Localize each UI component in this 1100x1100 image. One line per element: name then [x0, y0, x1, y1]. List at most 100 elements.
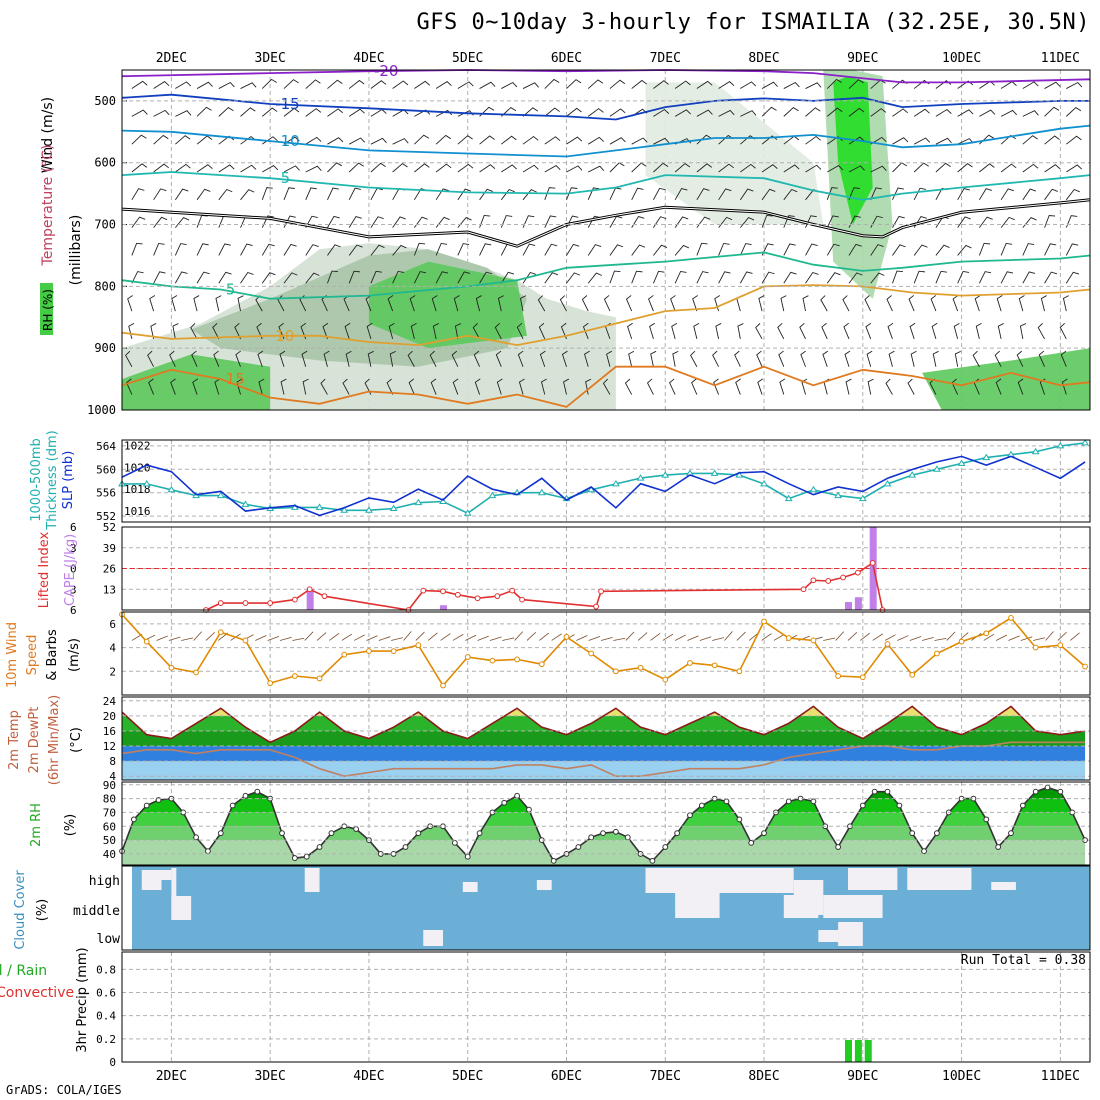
rh-point	[451, 839, 458, 846]
wind-barb	[739, 271, 753, 284]
wind-barb	[609, 244, 624, 256]
wind-barb	[414, 109, 431, 117]
rh-point	[353, 826, 359, 832]
thickness-point	[957, 459, 966, 466]
y-tick-label-right: 1018	[124, 483, 151, 496]
wind-barb	[1044, 164, 1061, 173]
lifted-index-point	[854, 569, 861, 576]
wind-barb	[935, 162, 951, 173]
thickness-line	[122, 442, 1086, 515]
date-label-top: 8DEC	[748, 51, 779, 66]
wind-barb	[783, 271, 797, 284]
wind-barb	[609, 215, 623, 228]
y-tick-label: 500	[94, 94, 116, 108]
axis-label: (°C)	[69, 727, 84, 753]
cloud-block	[783, 895, 819, 918]
date-label-bottom: 4DEC	[353, 1069, 384, 1084]
temp-contour	[121, 284, 1091, 347]
wind-barb	[935, 244, 950, 256]
rh-point	[612, 828, 619, 835]
wind-barb	[348, 108, 365, 117]
wind-barb	[826, 243, 840, 256]
wind-speed-point	[588, 650, 595, 657]
wind-barb	[415, 631, 425, 641]
wind-speed-point	[958, 638, 965, 645]
y-tick-label: 4	[109, 642, 116, 655]
wind-barb	[783, 81, 800, 89]
wind-speed-point	[884, 641, 891, 647]
wind-barb	[234, 322, 241, 340]
wind-barb	[740, 110, 757, 117]
cloud-block	[161, 870, 172, 880]
y-tick-label-right: 52	[103, 521, 116, 534]
wind-barb	[283, 136, 300, 145]
wind-barb	[305, 215, 318, 228]
lifted-index-point	[598, 588, 604, 595]
wind-barb	[520, 295, 527, 312]
wind-barb	[983, 633, 995, 641]
wind-barb	[497, 295, 504, 312]
axis-label: Lifted Index	[37, 531, 52, 608]
wind-barb	[631, 216, 645, 228]
wind-barb	[191, 350, 198, 367]
rh-blob	[645, 82, 824, 225]
wind-barb	[348, 270, 360, 284]
wind-barb	[435, 216, 450, 228]
wind-barb	[366, 322, 373, 340]
rh-point	[402, 844, 409, 850]
cloud-block	[838, 922, 863, 946]
wind-barb	[501, 164, 517, 173]
wind-barb	[761, 81, 778, 89]
rh-point	[785, 798, 792, 805]
wind-barb	[674, 634, 686, 641]
wind-barb	[283, 272, 298, 284]
lifted-index-point	[440, 588, 446, 595]
wind-barb	[370, 216, 384, 228]
y-tick-label: 40	[103, 848, 116, 861]
wind-barb	[734, 350, 741, 367]
cloud-block	[141, 870, 162, 890]
wind-barb	[489, 636, 502, 641]
wind-barb	[631, 137, 648, 145]
wind-barb	[1022, 271, 1036, 284]
temp-band	[122, 706, 1086, 716]
wind-barb	[427, 632, 438, 641]
wind-barb	[457, 271, 471, 284]
wind-barb	[1022, 135, 1038, 145]
wind-barb	[431, 295, 438, 312]
y-tick-label: 1000	[87, 403, 116, 417]
date-label-top: 11DEC	[1041, 51, 1080, 66]
wind-speed-point	[168, 664, 175, 671]
wind-barb	[930, 295, 937, 312]
wind-barb	[566, 107, 582, 117]
wind-barb	[780, 295, 787, 312]
wind-barb	[718, 242, 730, 256]
wind-barb	[218, 164, 235, 173]
wind-barb	[693, 323, 700, 340]
wind-speed-point	[711, 662, 718, 669]
date-label-bottom: 10DEC	[942, 1069, 981, 1084]
wind-barb	[345, 350, 352, 367]
wind-barb	[995, 634, 1008, 641]
wind-barb	[240, 107, 256, 117]
wind-barb	[1017, 378, 1024, 395]
wind-barb	[218, 243, 231, 256]
wind-barb	[932, 350, 939, 367]
wind-barb	[171, 295, 178, 312]
wind-barb	[913, 187, 926, 201]
wind-barb	[1044, 243, 1057, 256]
wind-barb	[913, 244, 928, 256]
thickness-point	[463, 509, 472, 516]
wind-barb	[128, 322, 135, 340]
wind-barb	[305, 244, 319, 256]
y-tick-label: 50	[103, 834, 116, 847]
panel-frame	[121, 439, 1091, 523]
rh-point	[279, 830, 285, 837]
wind-barb	[974, 295, 981, 312]
wind-barb	[1000, 216, 1015, 228]
wind-barb	[277, 295, 285, 312]
chart-title: GFS 0~10day 3-hourly for ISMAILIA (32.25…	[416, 10, 1090, 35]
wind-barb	[1022, 163, 1039, 173]
temp-contour	[121, 171, 1091, 201]
wind-barb	[218, 81, 235, 89]
